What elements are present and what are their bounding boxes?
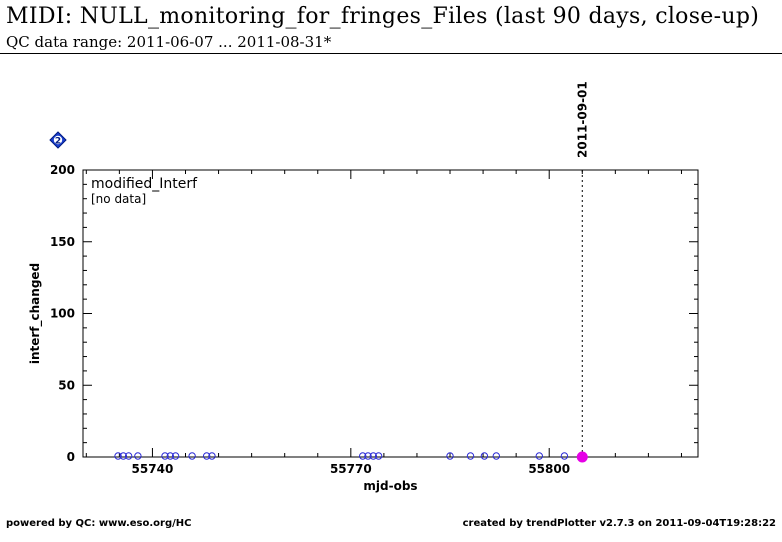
data-point bbox=[374, 452, 383, 460]
data-point bbox=[446, 452, 454, 460]
x-tick-label: 55740 bbox=[132, 462, 174, 476]
chart-subtitle: QC data range: 2011-06-07 ... 2011-08-31… bbox=[6, 33, 332, 51]
legend-title: modified_Interf bbox=[91, 176, 198, 192]
data-point bbox=[480, 452, 489, 460]
y-tick-label: 200 bbox=[50, 163, 75, 177]
data-point bbox=[188, 452, 196, 460]
x-tick-label: 55800 bbox=[528, 462, 570, 476]
footer-powered-by: powered by QC: www.eso.org/HC bbox=[6, 518, 192, 529]
x-tick-label: 55770 bbox=[330, 462, 372, 476]
data-point-highlight bbox=[576, 451, 588, 463]
data-point bbox=[171, 452, 180, 460]
data-point bbox=[134, 452, 142, 460]
data-point bbox=[560, 452, 569, 460]
data-point bbox=[114, 452, 122, 460]
chart-title: MIDI: NULL_monitoring_for_fringes_Files … bbox=[6, 4, 760, 29]
y-tick-label: 100 bbox=[50, 307, 75, 321]
data-point bbox=[166, 452, 174, 460]
y-axis-label: interf_changed bbox=[28, 263, 43, 364]
data-point bbox=[208, 452, 216, 460]
legend-note: [no data] bbox=[91, 192, 146, 206]
header-divider bbox=[0, 53, 782, 54]
badge-center bbox=[53, 135, 63, 145]
data-point bbox=[202, 452, 211, 460]
footer-created-by: created by trendPlotter v2.7.3 on 2011-0… bbox=[462, 518, 776, 529]
data-point bbox=[535, 452, 543, 460]
data-point bbox=[492, 452, 501, 460]
data-point bbox=[364, 452, 372, 460]
y-tick-label: 150 bbox=[50, 235, 75, 249]
data-point bbox=[124, 452, 133, 460]
badge-label: 2 bbox=[55, 137, 61, 147]
data-point bbox=[466, 452, 475, 460]
plot-frame bbox=[82, 169, 699, 458]
data-point bbox=[161, 452, 169, 460]
y-tick-label: 0 bbox=[67, 450, 75, 464]
data-point bbox=[359, 452, 367, 460]
y-tick-label: 50 bbox=[58, 378, 75, 392]
x-axis-label: mjd-obs bbox=[363, 479, 417, 493]
date-marker-label: 2011-09-01 bbox=[575, 81, 589, 158]
data-point bbox=[119, 452, 128, 460]
data-point bbox=[369, 452, 378, 460]
